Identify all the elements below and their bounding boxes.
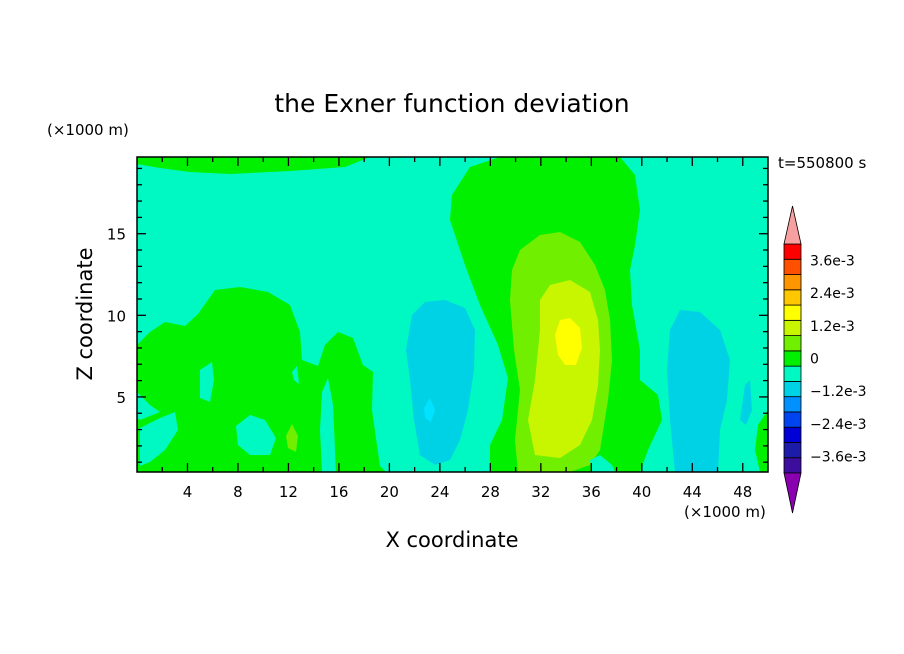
- colorbar-bottom-arrow: [783, 472, 802, 514]
- x-tick-label: 28: [481, 483, 500, 501]
- colorbar-tick-label: 1.2e-3: [810, 319, 855, 335]
- central-peak-region: [555, 318, 582, 365]
- x-tick-label: 44: [683, 483, 702, 501]
- colorbar-segment: [783, 258, 802, 275]
- colorbar-segment: [783, 289, 802, 306]
- central-low-spot: [424, 398, 435, 422]
- contour-plot: [137, 157, 768, 472]
- x-axis-ticks: 4 8 12 16 20 24 28 32 36 40 44 48: [161, 157, 752, 501]
- x-tick-label: 40: [632, 483, 651, 501]
- colorbar-tick-label: −3.6e-3: [810, 450, 867, 466]
- colorbar-segment: [783, 350, 802, 367]
- chart-title: the Exner function deviation: [274, 89, 629, 118]
- x-axis-label: X coordinate: [385, 528, 518, 552]
- x-tick-label: 32: [531, 483, 550, 501]
- y-axis-ticks: 5 10 15: [107, 167, 768, 463]
- colorbar: [783, 205, 802, 514]
- left-background-hole-4: [200, 362, 214, 402]
- x-tick-label: 24: [430, 483, 449, 501]
- colorbar-segment: [783, 396, 802, 413]
- yellow-green-spot: [286, 424, 298, 452]
- colorbar-tick-label: −2.4e-3: [810, 417, 867, 433]
- left-background-hole-3: [236, 415, 276, 455]
- right-low-spot: [740, 380, 752, 425]
- colorbar-tick-label: 0: [810, 352, 819, 368]
- top-band-field: [137, 157, 370, 174]
- left-background-hole-6: [292, 366, 299, 384]
- x-tick-label: 4: [183, 483, 193, 501]
- central-high-region: [528, 280, 600, 458]
- colorbar-tick-label: 2.4e-3: [810, 286, 855, 302]
- x-tick-label: 12: [279, 483, 298, 501]
- y-unit-label: (×1000 m): [47, 121, 129, 139]
- colorbar-top-arrow: [783, 205, 802, 245]
- colorbar-segment: [783, 380, 802, 398]
- colorbar-tick-label: 3.6e-3: [810, 253, 855, 269]
- x-unit-label: (×1000 m): [684, 503, 766, 521]
- right-positive-edge: [755, 410, 768, 472]
- colorbar-segment: [783, 411, 802, 428]
- y-tick-label: 10: [107, 307, 126, 325]
- colorbar-segment: [783, 304, 802, 321]
- time-label: t=550800 s: [778, 154, 866, 172]
- y-tick-label: 5: [116, 389, 126, 407]
- x-tick-label: 48: [733, 483, 752, 501]
- y-tick-label: 15: [107, 226, 126, 244]
- colorbar-segment: [783, 426, 802, 443]
- x-tick-label: 8: [233, 483, 243, 501]
- bottom-background-tongue: [590, 455, 615, 472]
- colorbar-segment: [783, 319, 802, 337]
- colorbar-segment: [783, 457, 802, 474]
- colorbar-segment: [783, 243, 802, 260]
- colorbar-tick-labels: 3.6e-3 2.4e-3 1.2e-3 0 −1.2e-3 −2.4e-3 −3.6e-3: [810, 253, 867, 465]
- colorbar-tick-label: −1.2e-3: [810, 384, 867, 400]
- y-axis-label: Z coordinate: [73, 247, 97, 380]
- left-background-hole-2: [140, 412, 178, 466]
- x-tick-label: 16: [329, 483, 348, 501]
- left-background-hole-5: [320, 378, 336, 472]
- colorbar-segment: [783, 365, 802, 382]
- right-low-region: [667, 310, 730, 472]
- central-low-region: [406, 300, 475, 465]
- left-background-hole-1: [137, 392, 160, 420]
- colorbar-segment: [783, 274, 802, 291]
- plot-frame: [136, 156, 769, 473]
- x-tick-label: 36: [582, 483, 601, 501]
- colorbar-segment: [783, 442, 802, 459]
- x-tick-label: 20: [380, 483, 399, 501]
- colorbar-segment: [783, 335, 802, 352]
